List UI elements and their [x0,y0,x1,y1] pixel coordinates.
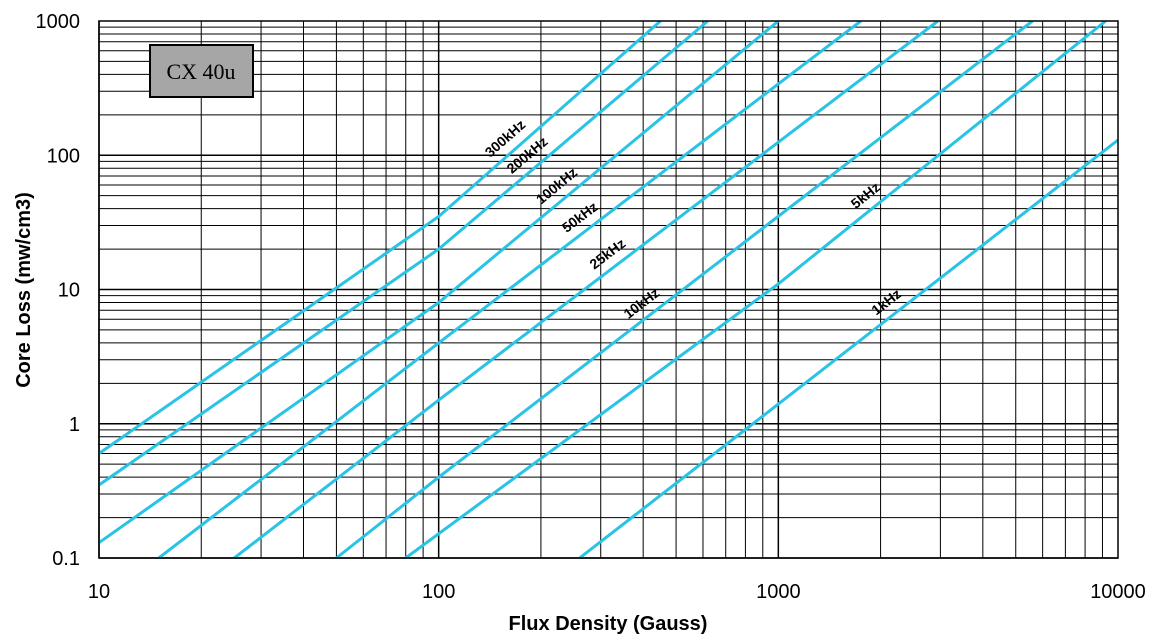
plot-frame [98,20,1119,559]
x-tick-label: 10 [88,581,110,603]
y-tick-label: 1 [69,414,80,436]
x-axis-title: Flux Density (Gauss) [509,613,708,635]
series-line-1khz [578,138,1118,558]
curve-labels: 300kHz200kHz100kHz50kHz25kHz10kHz5kHz1kH… [482,116,904,321]
x-tick-labels: 10 100 1000 10000 [88,581,1146,603]
series-label-5khz: 5kHz [848,179,884,212]
y-tick-label: 0.1 [52,548,80,570]
series-line-50khz [157,21,862,558]
material-label: CX 40u [166,59,235,84]
y-axis-title: Core Loss (mw/cm3) [13,192,35,388]
series-line-5khz [404,21,1107,558]
material-label-box: CX 40u [149,44,254,98]
series-line-300khz [99,21,662,455]
series-label-25khz: 25kHz [586,235,628,272]
curves [99,21,1118,558]
series-label-100khz: 100kHz [533,164,580,207]
y-tick-labels: 0.1 1 10 100 1000 [36,11,81,570]
y-tick-label: 10 [58,280,80,302]
x-tick-label: 10000 [1090,581,1146,603]
y-tick-label: 1000 [36,11,81,33]
series-label-1khz: 1kHz [868,285,904,318]
series-line-100khz [99,21,780,544]
series-line-200khz [99,21,709,487]
x-tick-label: 100 [422,581,455,603]
x-tick-label: 1000 [756,581,801,603]
y-tick-label: 100 [47,145,80,167]
series-label-50khz: 50kHz [559,198,601,235]
series-line-10khz [335,21,1034,558]
series-line-25khz [233,21,939,558]
